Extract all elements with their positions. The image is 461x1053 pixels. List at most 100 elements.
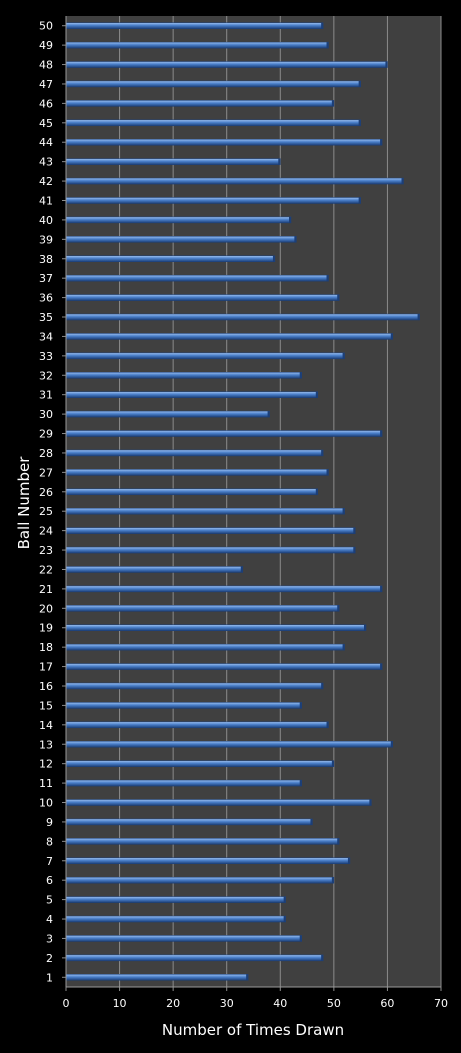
bar-group	[65, 100, 335, 107]
bar	[65, 274, 329, 282]
y-tick-label: 26	[39, 486, 53, 499]
bar-group	[65, 22, 324, 29]
bar	[65, 838, 340, 845]
bar-end-cap	[326, 275, 329, 282]
bar-group	[65, 721, 329, 729]
bar-group	[65, 410, 270, 418]
bar	[65, 255, 276, 262]
bar-group	[65, 255, 276, 262]
x-axis-title: Number of Times Drawn	[162, 1021, 344, 1039]
bar-group	[65, 799, 372, 806]
bar-end-cap	[401, 178, 404, 185]
bar	[65, 313, 420, 321]
bar-group	[65, 216, 292, 224]
bar-end-cap	[385, 61, 388, 68]
bar	[65, 138, 383, 146]
y-tick-label: 7	[46, 855, 53, 868]
bar-end-cap	[326, 721, 329, 728]
bar-group	[65, 372, 302, 379]
bar-end-cap	[390, 333, 393, 340]
bar-end-cap	[358, 197, 361, 204]
bar-end-cap	[315, 391, 318, 398]
bar-group	[65, 760, 335, 767]
bar-group	[65, 119, 361, 127]
bar	[65, 799, 372, 806]
bar	[65, 546, 356, 554]
bar-group	[65, 158, 281, 165]
bar	[65, 41, 329, 49]
y-tick-label: 18	[39, 641, 53, 654]
bar-group	[65, 741, 394, 748]
bar-end-cap	[267, 411, 270, 418]
y-tick-label: 11	[39, 777, 53, 790]
bar-end-cap	[347, 857, 350, 864]
bar-end-cap	[369, 799, 372, 806]
x-tick-label: 20	[166, 997, 180, 1010]
bar	[65, 527, 356, 534]
bar-end-cap	[380, 139, 383, 146]
bar-end-cap	[283, 896, 286, 903]
y-tick-label: 10	[39, 797, 53, 810]
bar-group	[65, 643, 345, 651]
bar-group	[65, 682, 324, 690]
bar	[65, 158, 281, 165]
bar-group	[65, 333, 394, 340]
y-tick-label: 30	[39, 408, 53, 421]
bar	[65, 352, 345, 360]
y-tick-label: 15	[39, 699, 53, 712]
bar-end-cap	[321, 682, 324, 689]
bar-end-cap	[380, 430, 383, 437]
bar-end-cap	[353, 527, 356, 534]
bar-end-cap	[299, 935, 302, 942]
bar-end-cap	[353, 547, 356, 554]
y-tick-label: 33	[39, 350, 53, 363]
bar-group	[65, 935, 302, 942]
y-tick-label: 34	[39, 330, 53, 343]
bar-group	[65, 605, 340, 612]
bar	[65, 177, 404, 185]
bar-end-cap	[321, 954, 324, 961]
bar-end-cap	[342, 508, 345, 515]
y-tick-label: 31	[39, 389, 53, 402]
bar	[65, 915, 286, 923]
bar-end-cap	[315, 488, 318, 495]
y-tick-label: 13	[39, 738, 53, 751]
y-tick-label: 47	[39, 78, 53, 91]
y-tick-label: 19	[39, 622, 53, 635]
bar	[65, 818, 313, 826]
bar	[65, 682, 324, 690]
y-tick-label: 42	[39, 175, 53, 188]
y-tick-label: 44	[39, 136, 53, 149]
bar-end-cap	[417, 314, 420, 321]
y-tick-label: 21	[39, 583, 53, 596]
bar	[65, 566, 244, 573]
y-tick-label: 50	[39, 20, 53, 33]
bar-end-cap	[289, 216, 291, 223]
bar-end-cap	[278, 158, 281, 165]
y-tick-label: 23	[39, 544, 53, 557]
y-tick-label: 1	[46, 971, 53, 984]
bar-end-cap	[342, 644, 345, 651]
bar	[65, 779, 302, 787]
bar-group	[65, 430, 383, 437]
bar-group	[65, 546, 356, 554]
y-tick-label: 24	[39, 525, 53, 538]
y-tick-label: 37	[39, 272, 53, 285]
bar	[65, 61, 388, 68]
y-tick-label: 17	[39, 661, 53, 674]
bar-end-cap	[246, 974, 249, 981]
y-axis-title: Ball Number	[15, 456, 33, 550]
bar	[65, 100, 335, 107]
y-tick-label: 29	[39, 428, 53, 441]
bar-end-cap	[321, 449, 324, 456]
bar-end-cap	[321, 22, 324, 29]
bar-group	[65, 80, 361, 88]
bar	[65, 876, 335, 884]
y-tick-label: 48	[39, 59, 53, 72]
bar	[65, 954, 324, 962]
y-tick-label: 12	[39, 758, 53, 771]
y-tick-label: 27	[39, 466, 53, 479]
bar-end-cap	[299, 372, 302, 379]
